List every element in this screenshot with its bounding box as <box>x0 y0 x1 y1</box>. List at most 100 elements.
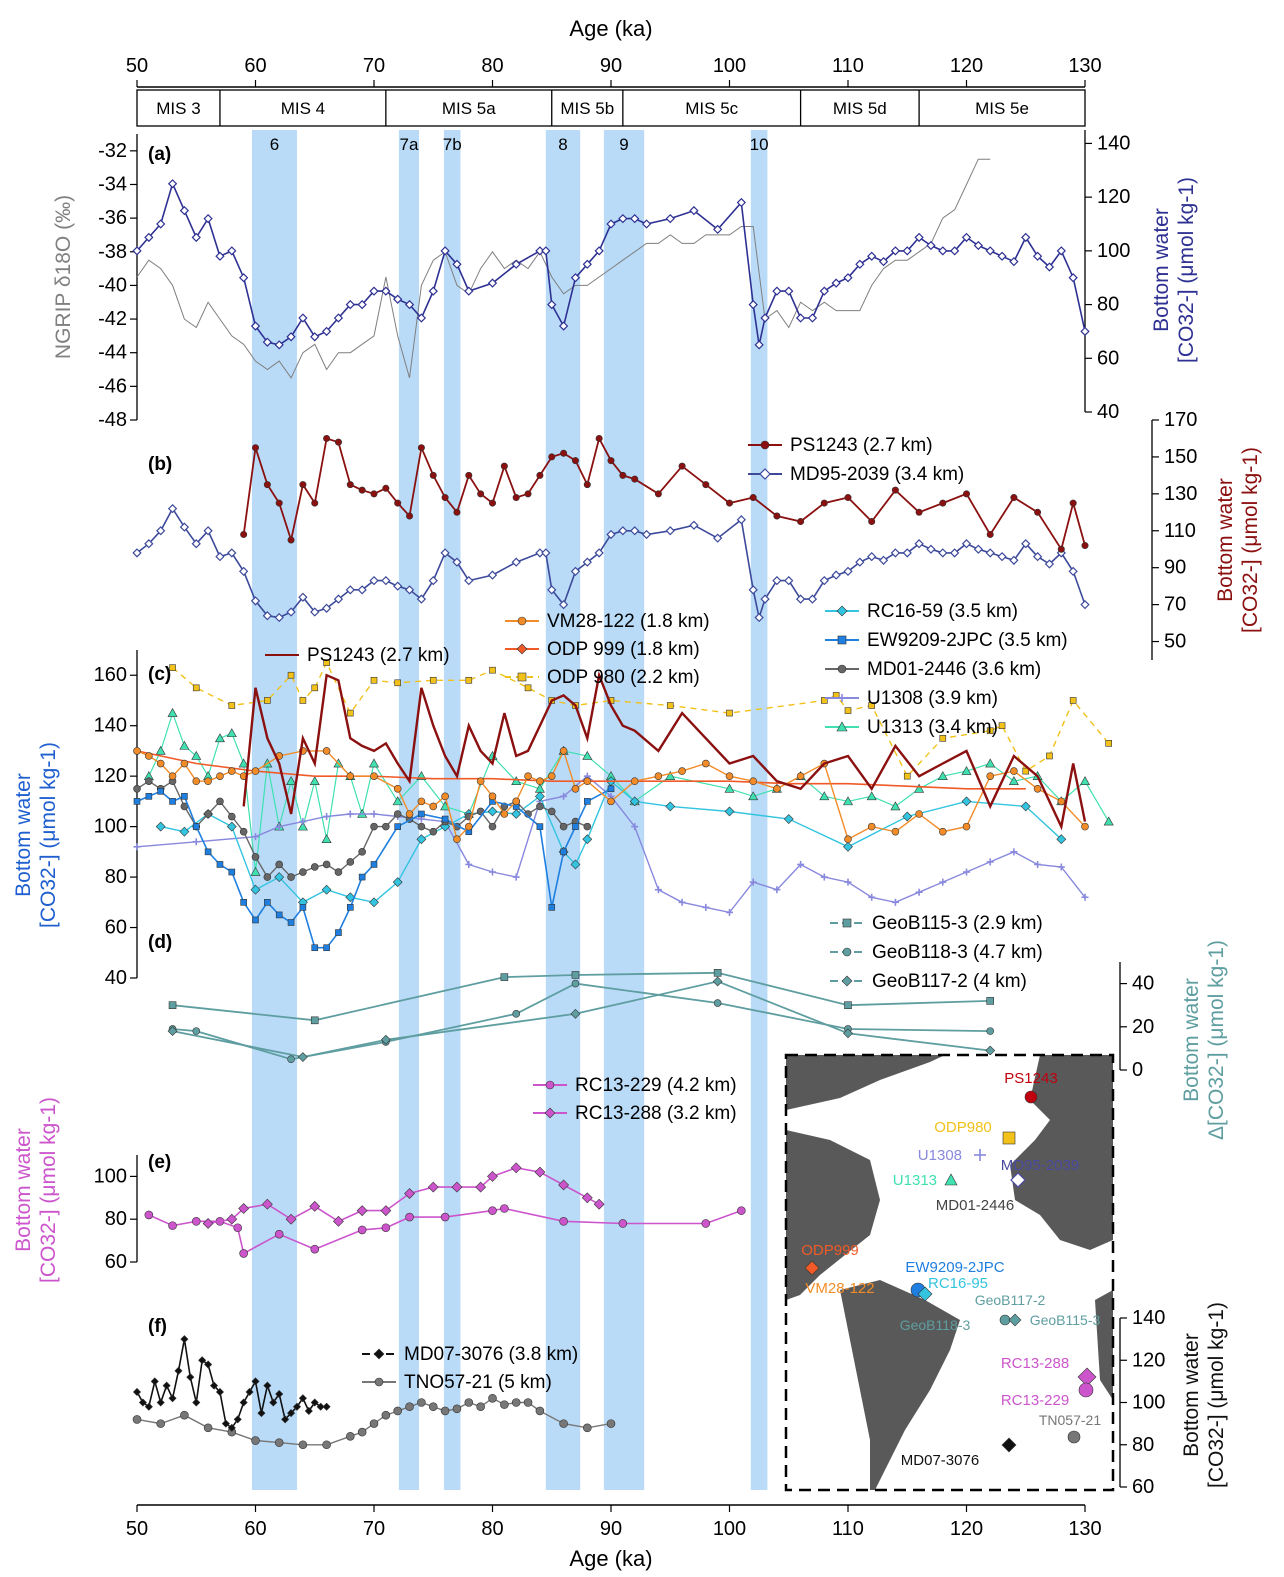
point-ps1243_b <box>619 471 627 479</box>
point-tno5721 <box>369 1419 379 1428</box>
legend-e-0-marker <box>545 1080 555 1090</box>
point-md073076 <box>263 1381 272 1390</box>
point-md95_b <box>831 570 841 580</box>
point-ew9209 <box>370 861 378 868</box>
point-u1313 <box>226 728 237 738</box>
point-vm28 <box>453 835 461 844</box>
point-rc1659 <box>321 884 332 895</box>
point-md012446 <box>275 860 284 869</box>
point-vm28 <box>393 784 402 793</box>
point-ps1243_b <box>358 486 366 494</box>
map-land-south-america <box>840 1280 960 1490</box>
point-vm28 <box>725 772 734 780</box>
point-md95_b <box>1080 599 1090 610</box>
point-vm28 <box>1057 797 1066 806</box>
map-frame <box>784 1053 1115 1492</box>
point-md95_a <box>215 251 225 261</box>
point-u1313 <box>937 771 948 780</box>
point-odp980 <box>868 702 876 709</box>
point-md012446 <box>133 784 141 793</box>
point-md95_a <box>985 246 995 256</box>
legend-c-ew9209-label: EW9209-2JPC (3.5 km) <box>867 630 1068 651</box>
point-md073076 <box>192 1398 201 1407</box>
point-rc13288 <box>380 1205 392 1217</box>
point-odp980 <box>820 697 828 704</box>
point-tno5721 <box>535 1406 545 1416</box>
bottom-tick-label: 90 <box>600 1518 622 1540</box>
point-ew9209 <box>181 793 188 800</box>
event-label-3: 8 <box>558 135 567 154</box>
bottom-tick-label: 60 <box>244 1518 266 1540</box>
series-line-odp980 <box>172 660 1110 778</box>
legend-e-1-marker <box>544 1107 556 1119</box>
panel-b-label: (b) <box>148 454 172 475</box>
mis-label-6: MIS 5e <box>975 99 1029 118</box>
panel-b-right-axis-tick-label: 70 <box>1164 594 1186 616</box>
point-rc13229 <box>737 1206 746 1215</box>
point-tno5721 <box>606 1419 616 1428</box>
point-md95_a <box>321 326 332 337</box>
point-md95_b <box>156 526 166 536</box>
panel-a-right-title-line: Bottom water <box>1150 208 1173 332</box>
point-u1313 <box>866 791 877 801</box>
point-md073076 <box>150 1377 159 1386</box>
point-ps1243_b <box>263 481 271 489</box>
map-marker-rc13229 <box>1078 1382 1094 1398</box>
panel-b-right-title-line: Bottom water <box>1214 478 1237 602</box>
map-label-MD01-2446: MD01-2446 <box>936 1197 1014 1214</box>
point-odp980 <box>169 664 176 671</box>
mis-bar <box>136 89 1086 127</box>
point-md073076 <box>132 1387 142 1396</box>
point-rc13288 <box>356 1205 368 1217</box>
point-vm28 <box>500 810 509 818</box>
legend-c-ps1243-label: PS1243 (2.7 km) <box>307 645 450 666</box>
point-md95_b <box>606 529 616 540</box>
point-ps1243_b <box>394 499 402 507</box>
point-md073076 <box>233 1415 242 1424</box>
point-u1313 <box>155 745 166 755</box>
point-ew9209 <box>536 823 544 830</box>
point-md95_b <box>772 575 782 586</box>
point-geob115 <box>844 1001 852 1010</box>
point-md95_a <box>843 273 853 283</box>
point-ps1243_b <box>477 490 485 498</box>
point-md012446 <box>263 873 272 881</box>
point-geob115 <box>571 971 580 979</box>
point-ew9209 <box>204 848 212 856</box>
point-ps1243_b <box>346 481 354 489</box>
panel-c-left-axis-tick-label: 80 <box>105 866 127 888</box>
panel-c-left-title-line: Bottom water <box>12 773 35 897</box>
point-odp980 <box>299 697 307 704</box>
point-md073076 <box>239 1398 248 1407</box>
point-rc13288 <box>510 1162 522 1174</box>
point-u1313 <box>582 750 593 760</box>
point-md012446 <box>370 822 378 831</box>
point-tno5721 <box>381 1410 391 1420</box>
point-md073076 <box>251 1377 260 1386</box>
point-md95_a <box>381 286 391 296</box>
point-geob118 <box>571 979 580 988</box>
point-md95_a <box>831 278 841 288</box>
map-label-RC13-229: RC13-229 <box>1001 1392 1069 1409</box>
point-ew9209 <box>169 798 176 805</box>
point-vm28 <box>251 767 260 775</box>
point-md012446 <box>204 810 212 818</box>
point-ew9209 <box>394 823 402 830</box>
legend-c-odp999-marker <box>516 643 528 655</box>
point-tno5721 <box>428 1402 438 1412</box>
map-label-MD95-2039: MD95-2039 <box>1001 1157 1079 1174</box>
point-md95_a <box>1068 273 1078 283</box>
point-rc1659 <box>961 796 972 807</box>
point-tno5721 <box>440 1406 450 1416</box>
panel-a-right-title: Bottom water[CO32-] (μmol kg-1) <box>1150 177 1198 363</box>
point-rc13288 <box>202 1218 214 1229</box>
point-odp980 <box>666 702 674 709</box>
point-md95_b <box>795 594 806 604</box>
point-ew9209 <box>548 904 556 911</box>
point-md012446 <box>299 868 307 876</box>
point-ew9209 <box>157 787 164 795</box>
point-odp980 <box>726 709 733 717</box>
point-u1313 <box>250 866 261 876</box>
map-label-RC13-288: RC13-288 <box>1001 1355 1069 1372</box>
point-ps1243_b <box>287 536 295 544</box>
